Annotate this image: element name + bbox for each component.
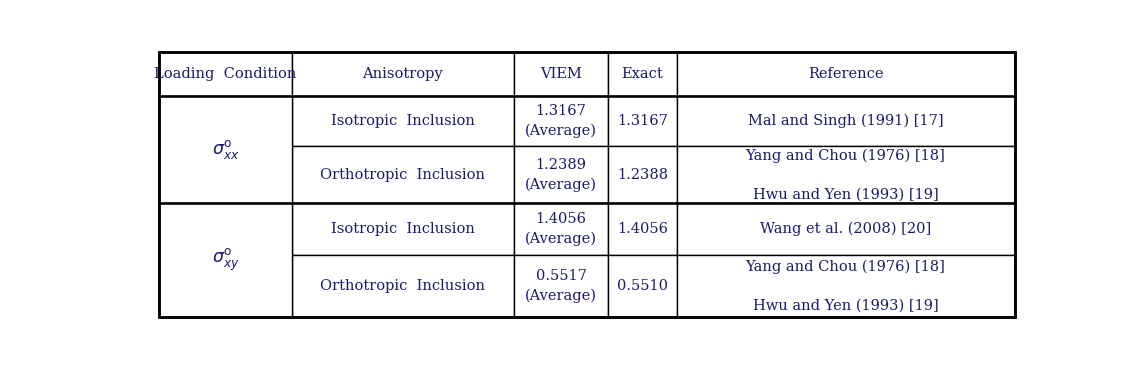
Bar (677, 255, 1014, 317)
Bar (292, 96, 514, 146)
Text: $\sigma_{xy}^{\mathrm{o}}$: $\sigma_{xy}^{\mathrm{o}}$ (212, 247, 239, 273)
Bar (514, 96, 608, 146)
Text: Reference: Reference (808, 67, 883, 81)
Text: Orthotropic  Inclusion: Orthotropic Inclusion (321, 168, 485, 182)
Text: Mal and Singh (1991) [17]: Mal and Singh (1991) [17] (748, 114, 943, 128)
Bar (159, 96, 292, 203)
Bar (608, 203, 677, 255)
Bar (677, 203, 1014, 255)
Text: VIEM: VIEM (540, 67, 582, 81)
Bar (514, 146, 608, 203)
Bar (292, 255, 514, 317)
Text: 1.2388: 1.2388 (617, 168, 668, 182)
Text: 1.2389
(Average): 1.2389 (Average) (526, 158, 598, 192)
Bar (514, 203, 608, 255)
Bar (608, 96, 677, 146)
Bar (292, 203, 514, 255)
Bar (292, 146, 514, 203)
Bar (677, 96, 1014, 146)
Text: Yang and Chou (1976) [18]

Hwu and Yen (1993) [19]: Yang and Chou (1976) [18] Hwu and Yen (1… (745, 259, 946, 313)
Bar (159, 52, 292, 96)
Bar (292, 52, 514, 96)
Text: 0.5517
(Average): 0.5517 (Average) (526, 269, 598, 303)
Bar (608, 255, 677, 317)
Text: 1.3167: 1.3167 (617, 114, 668, 128)
Bar (159, 203, 292, 317)
Text: Isotropic  Inclusion: Isotropic Inclusion (331, 222, 475, 236)
Text: Orthotropic  Inclusion: Orthotropic Inclusion (321, 279, 485, 293)
Bar (608, 52, 677, 96)
Text: Anisotropy: Anisotropy (363, 67, 443, 81)
Bar (514, 255, 608, 317)
Text: 1.4056: 1.4056 (617, 222, 668, 236)
Text: Isotropic  Inclusion: Isotropic Inclusion (331, 114, 475, 128)
Text: 0.5510: 0.5510 (617, 279, 668, 293)
Text: Wang et al. (2008) [20]: Wang et al. (2008) [20] (760, 222, 931, 236)
Text: 1.4056
(Average): 1.4056 (Average) (526, 212, 598, 246)
Bar (608, 146, 677, 203)
Text: $\sigma_{xx}^{\mathrm{o}}$: $\sigma_{xx}^{\mathrm{o}}$ (212, 138, 239, 161)
Bar (677, 146, 1014, 203)
Text: Loading  Condition: Loading Condition (155, 67, 297, 81)
Text: 1.3167
(Average): 1.3167 (Average) (526, 104, 598, 138)
Text: Yang and Chou (1976) [18]

Hwu and Yen (1993) [19]: Yang and Chou (1976) [18] Hwu and Yen (1… (745, 148, 946, 202)
Text: Exact: Exact (622, 67, 663, 81)
Bar (677, 52, 1014, 96)
Bar (514, 52, 608, 96)
